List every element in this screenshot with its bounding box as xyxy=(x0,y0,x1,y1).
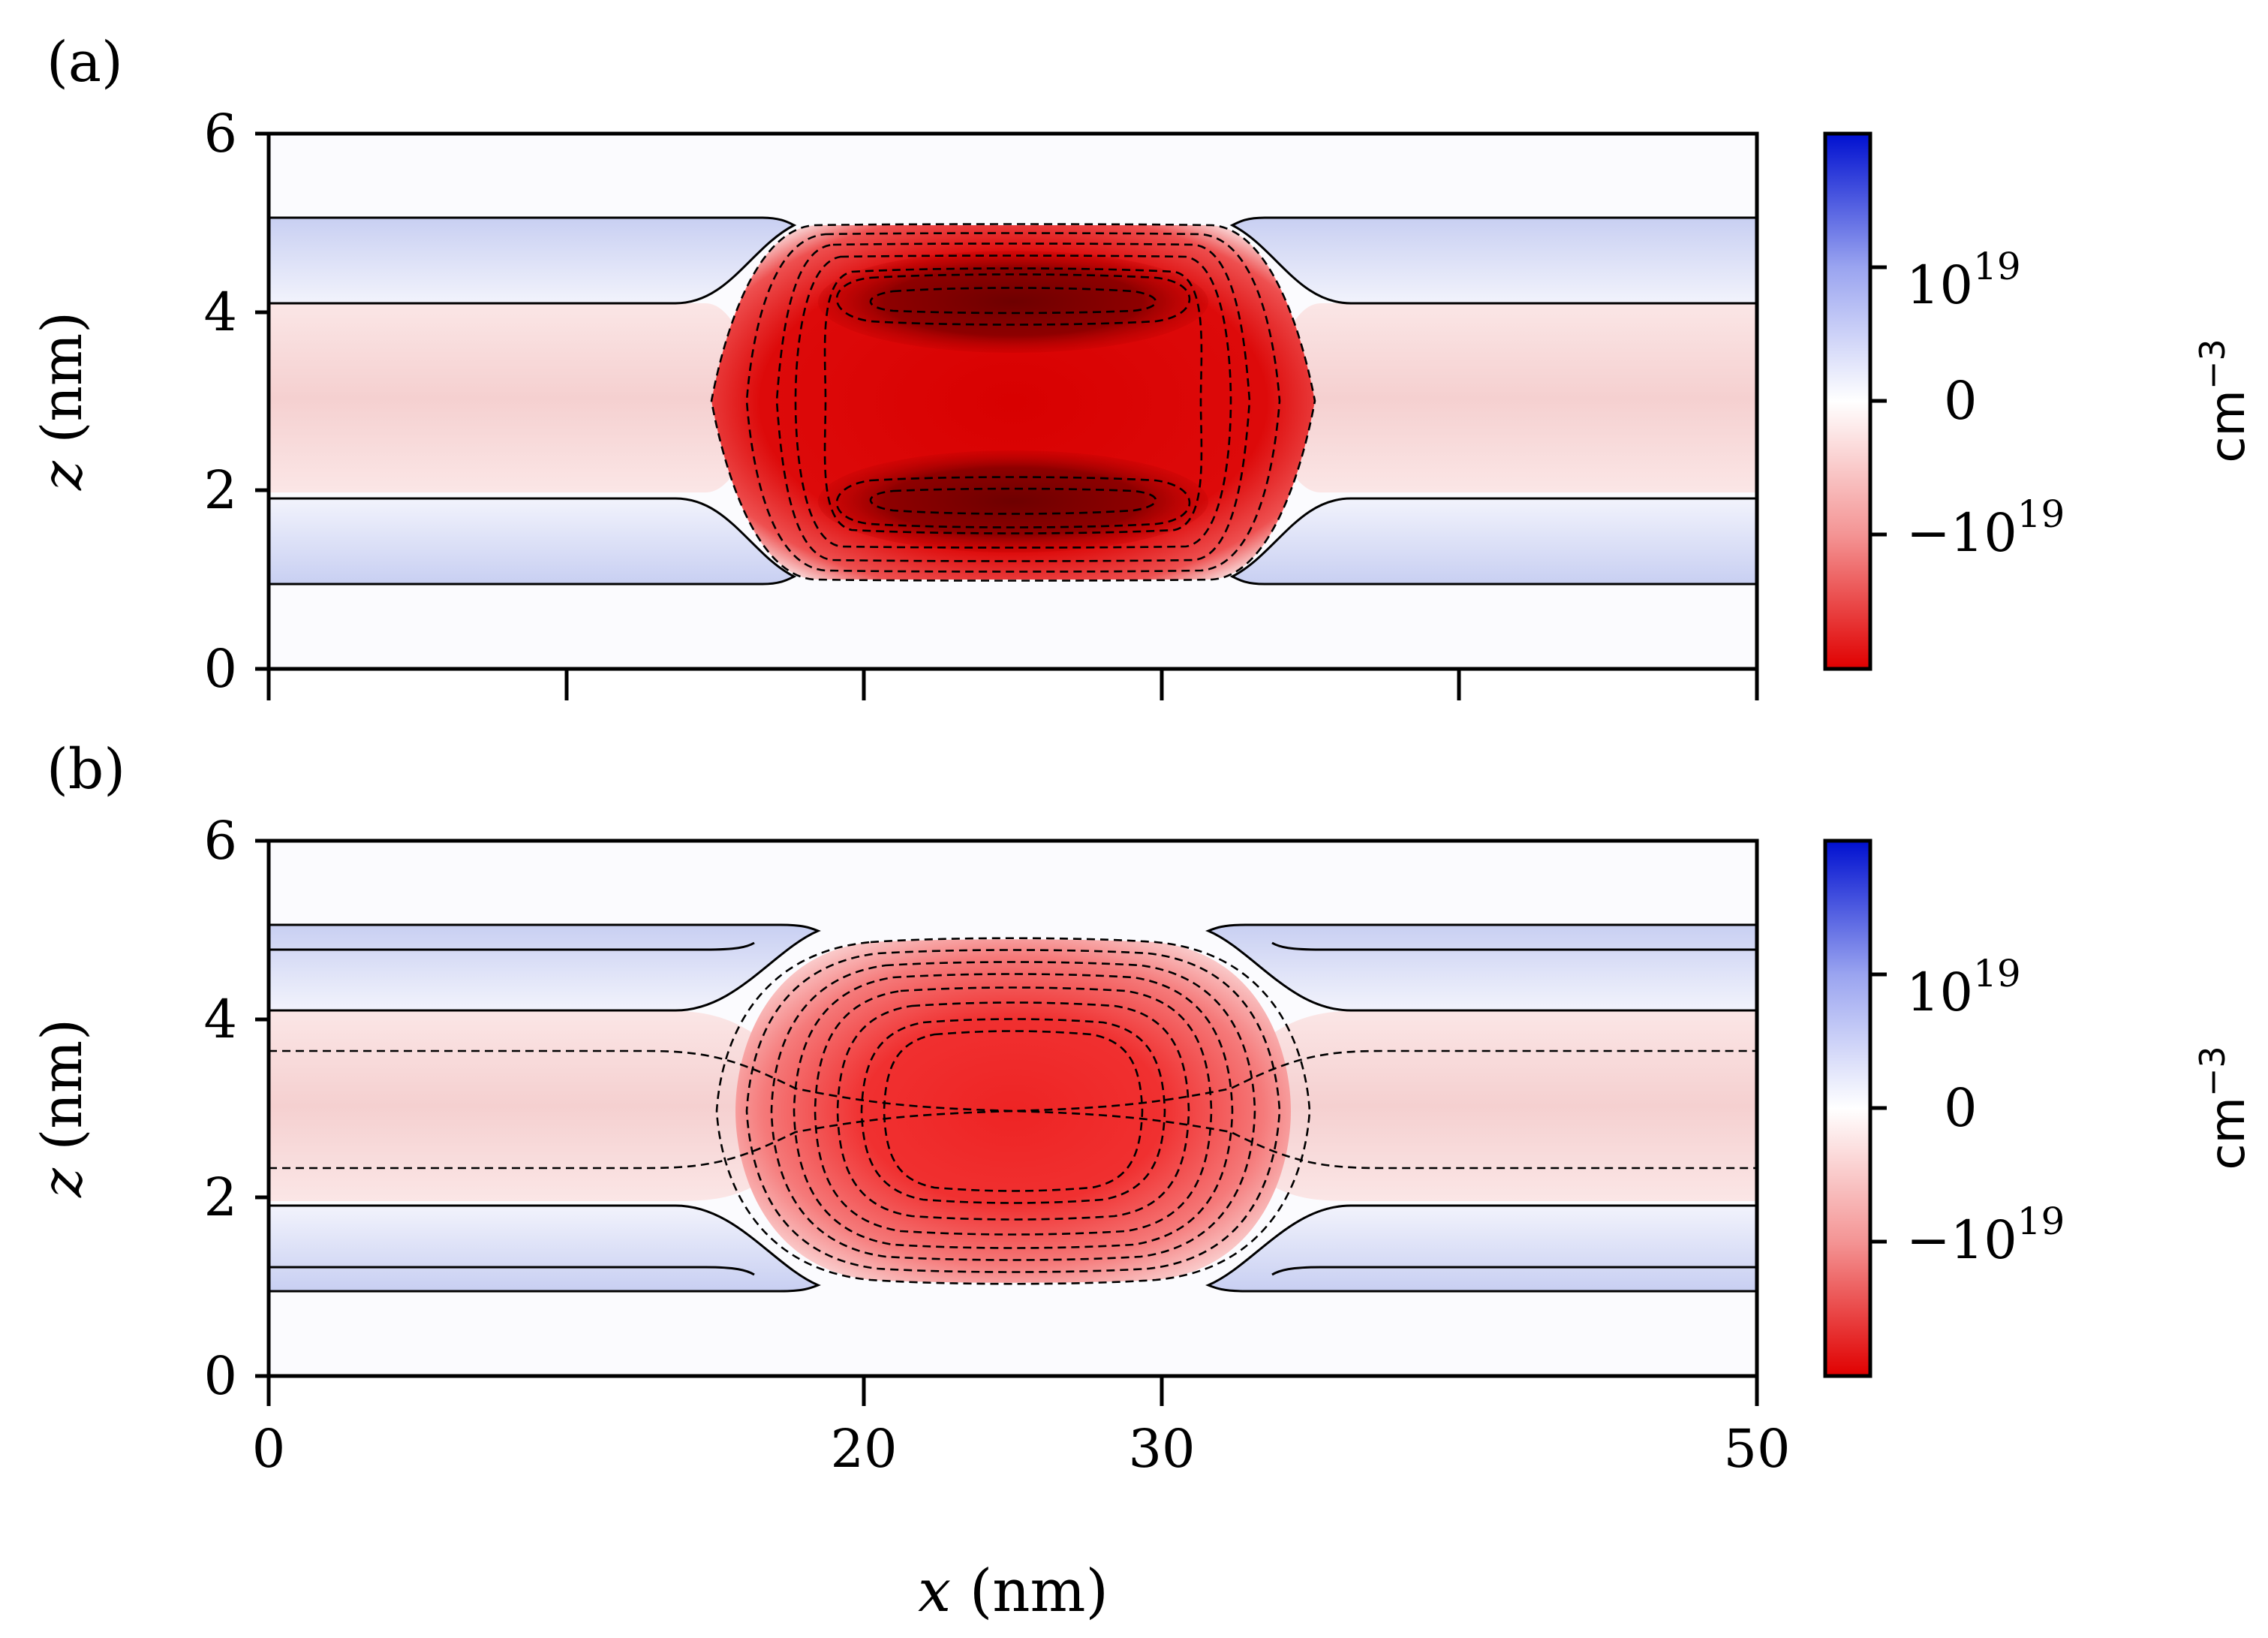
contours-b xyxy=(269,937,1757,1285)
contours-a xyxy=(710,223,1316,582)
cbar-b-tick-neg: −1019 xyxy=(1906,1200,2065,1271)
cbar-a-tick-neg: −1019 xyxy=(1906,492,2065,564)
panel-b-yticks: 0 2 4 6 xyxy=(203,810,269,1407)
xtick-b-0: 0 xyxy=(252,1418,286,1480)
cbar-a-tick-zero: 0 xyxy=(1944,370,1978,432)
cbar-b-tick-pos: 1019 xyxy=(1906,952,2021,1023)
ytick-b-2: 2 xyxy=(203,1167,237,1228)
xtick-b-50: 50 xyxy=(1723,1418,1790,1480)
xtick-b-30: 30 xyxy=(1128,1418,1195,1480)
band-b-top-right xyxy=(1205,923,1757,1012)
band-top-left xyxy=(269,216,797,305)
panel-a: (a) xyxy=(30,30,2256,700)
band-top-right xyxy=(1229,216,1757,305)
panel-a-label: (a) xyxy=(47,30,123,95)
band-bottom-left xyxy=(269,497,797,586)
cbar-b-tick-zero: 0 xyxy=(1944,1077,1978,1139)
cbar-a-tick-pos: 1019 xyxy=(1906,245,2021,316)
cbar-a-label: cm−3 xyxy=(2192,339,2256,462)
panel-a-frame xyxy=(266,131,1759,671)
ytick-a-0: 0 xyxy=(203,638,237,700)
band-b-bottom-right xyxy=(1205,1204,1757,1293)
ytick-a-6: 6 xyxy=(203,103,237,164)
ylabel-b: z (nm) xyxy=(30,1019,95,1198)
xlabel: x (nm) xyxy=(918,1558,1108,1625)
panel-b-frame xyxy=(266,839,1759,1378)
lobe-top-a xyxy=(818,251,1208,353)
ytick-a-2: 2 xyxy=(203,459,237,521)
band-bottom-right xyxy=(1229,497,1757,586)
panel-a-heatmap xyxy=(269,134,1757,669)
ytick-b-6: 6 xyxy=(203,810,237,872)
colorbar-b: 1019 0 −1019 cm−3 xyxy=(1823,839,2256,1378)
ytick-b-0: 0 xyxy=(203,1345,237,1407)
core-b xyxy=(735,939,1291,1283)
panel-b: (b) xyxy=(30,737,2256,1625)
band-b-bottom-left xyxy=(269,1204,821,1293)
xtick-b-20: 20 xyxy=(830,1418,897,1480)
panel-b-xticks: 0 20 30 50 xyxy=(252,1376,1791,1480)
ytick-b-4: 4 xyxy=(203,989,237,1050)
band-b-top-left xyxy=(269,923,821,1012)
colorbar-a: 1019 0 −1019 cm−3 xyxy=(1823,131,2256,671)
panel-a-yticks: 0 2 4 6 xyxy=(203,103,269,700)
lobe-bottom-a xyxy=(818,450,1208,553)
panel-a-xticks xyxy=(266,669,1759,700)
panel-b-heatmap xyxy=(269,841,1757,1376)
ytick-a-4: 4 xyxy=(203,282,237,343)
cbar-b-label: cm−3 xyxy=(2192,1046,2256,1170)
ylabel-a: z (nm) xyxy=(30,312,95,491)
panel-b-label: (b) xyxy=(47,737,125,802)
